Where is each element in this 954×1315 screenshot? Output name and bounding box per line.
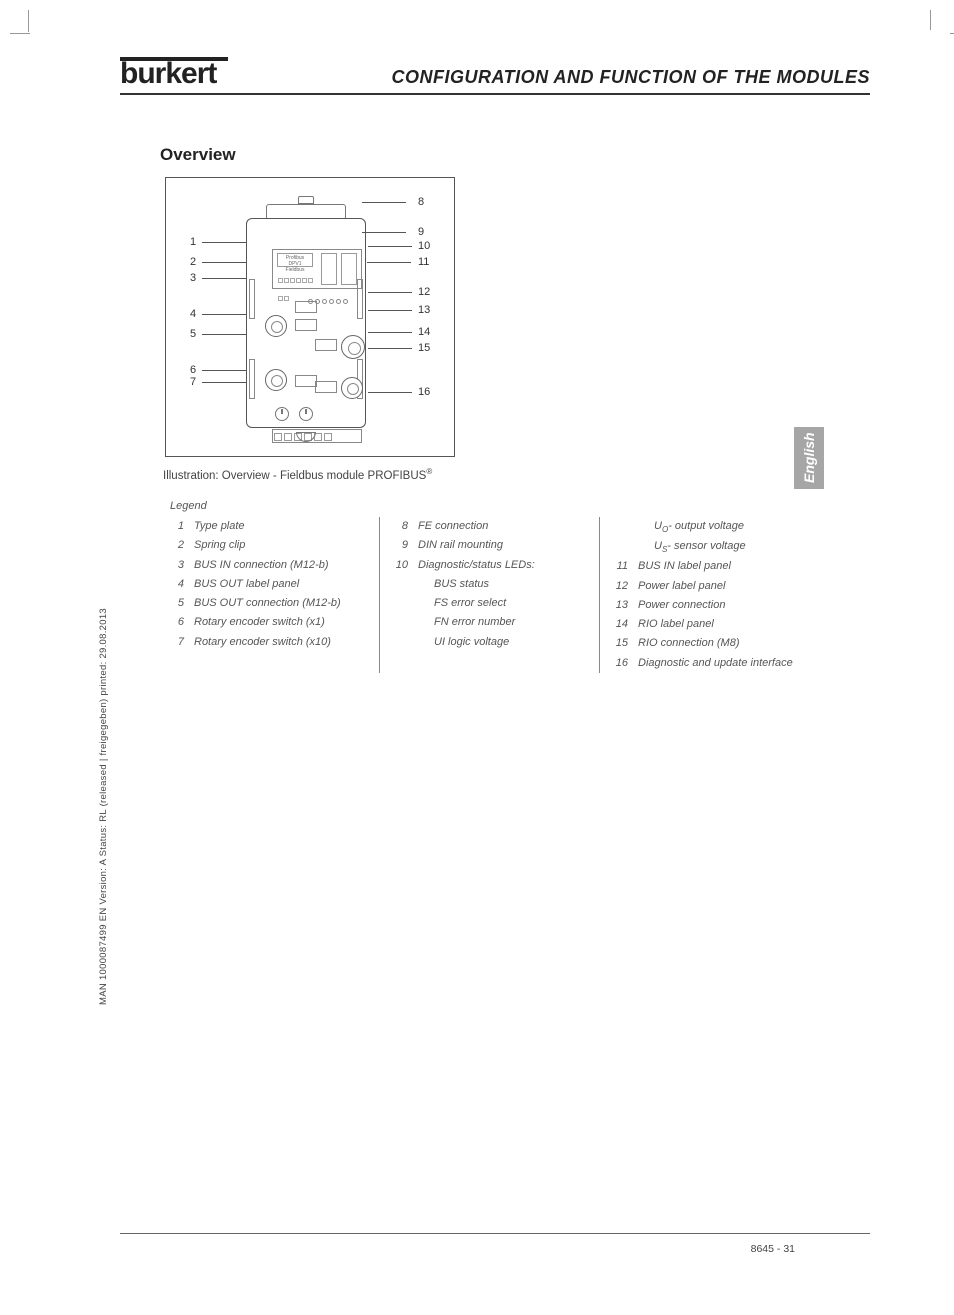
legend-subitem: UO- output voltage bbox=[614, 517, 830, 537]
legend-subitem: FS error select bbox=[394, 594, 589, 613]
document-meta: MAN 1000087499 EN Version: A Status: RL … bbox=[98, 608, 109, 1005]
legend-item: 8FE connection bbox=[394, 517, 589, 536]
callout-number: 6 bbox=[190, 364, 196, 376]
legend-item: 2Spring clip bbox=[170, 536, 369, 555]
page: b. .urkert CONFIGURATION AND FUNCTION OF… bbox=[10, 5, 890, 1285]
callout-number: 2 bbox=[190, 256, 196, 268]
legend-item: 1Type plate bbox=[170, 517, 369, 536]
section-title: Overview bbox=[160, 145, 236, 165]
callout-number: 3 bbox=[190, 272, 196, 284]
callout-number: 8 bbox=[418, 196, 424, 208]
page-header: b. .urkert CONFIGURATION AND FUNCTION OF… bbox=[120, 57, 870, 95]
callout-number: 12 bbox=[418, 286, 430, 298]
legend-item: 15RIO connection (M8) bbox=[614, 634, 830, 653]
illustration: Profibus DPV1 Fieldbus bbox=[165, 177, 455, 457]
callout-number: 5 bbox=[190, 328, 196, 340]
callout-number: 9 bbox=[418, 226, 424, 238]
callout-number: 14 bbox=[418, 326, 430, 338]
device-drawing: Profibus DPV1 Fieldbus bbox=[236, 198, 376, 443]
legend-subitem: UI logic voltage bbox=[394, 633, 589, 652]
callout-number: 10 bbox=[418, 240, 430, 252]
legend-subitem: BUS status bbox=[394, 575, 589, 594]
callout-number: 1 bbox=[190, 236, 196, 248]
illustration-caption: Illustration: Overview - Fieldbus module… bbox=[163, 467, 432, 482]
legend-item: 11BUS IN label panel bbox=[614, 557, 830, 576]
callout-number: 7 bbox=[190, 376, 196, 388]
legend-item: 4BUS OUT label panel bbox=[170, 575, 369, 594]
legend-column: 8FE connection9DIN rail mounting10Diagno… bbox=[380, 517, 600, 673]
legend-item: 16Diagnostic and update interface bbox=[614, 654, 830, 673]
crop-mark bbox=[930, 10, 950, 30]
legend-item: 6Rotary encoder switch (x1) bbox=[170, 613, 369, 632]
legend-item: 10Diagnostic/status LEDs: bbox=[394, 556, 589, 575]
logo: b. .urkert bbox=[120, 57, 228, 91]
legend-item: 13Power connection bbox=[614, 596, 830, 615]
legend: 1Type plate2Spring clip3BUS IN connectio… bbox=[170, 517, 850, 673]
crop-mark bbox=[950, 33, 954, 34]
legend-column: 1Type plate2Spring clip3BUS IN connectio… bbox=[170, 517, 380, 673]
legend-item: 12Power label panel bbox=[614, 577, 830, 596]
callout-number: 4 bbox=[190, 308, 196, 320]
crop-mark bbox=[10, 33, 30, 53]
callout-number: 16 bbox=[418, 386, 430, 398]
legend-item: 7Rotary encoder switch (x10) bbox=[170, 633, 369, 652]
crop-mark bbox=[28, 10, 29, 32]
callout-number: 11 bbox=[418, 256, 429, 268]
legend-subitem: US- sensor voltage bbox=[614, 537, 830, 557]
legend-item: 5BUS OUT connection (M12-b) bbox=[170, 594, 369, 613]
language-tab: English bbox=[794, 427, 824, 489]
legend-item: 9DIN rail mounting bbox=[394, 536, 589, 555]
legend-subitem: FN error number bbox=[394, 613, 589, 632]
callout-number: 15 bbox=[418, 342, 430, 354]
footer-rule bbox=[120, 1233, 870, 1234]
legend-heading: Legend bbox=[170, 500, 207, 512]
callout-number: 13 bbox=[418, 304, 430, 316]
legend-item: 14RIO label panel bbox=[614, 615, 830, 634]
page-number: 8645 - 31 bbox=[751, 1243, 795, 1255]
legend-item: 3BUS IN connection (M12-b) bbox=[170, 556, 369, 575]
header-title: CONFIGURATION AND FUNCTION OF THE MODULE… bbox=[392, 67, 870, 91]
legend-column: UO- output voltageUS- sensor voltage11BU… bbox=[600, 517, 830, 673]
